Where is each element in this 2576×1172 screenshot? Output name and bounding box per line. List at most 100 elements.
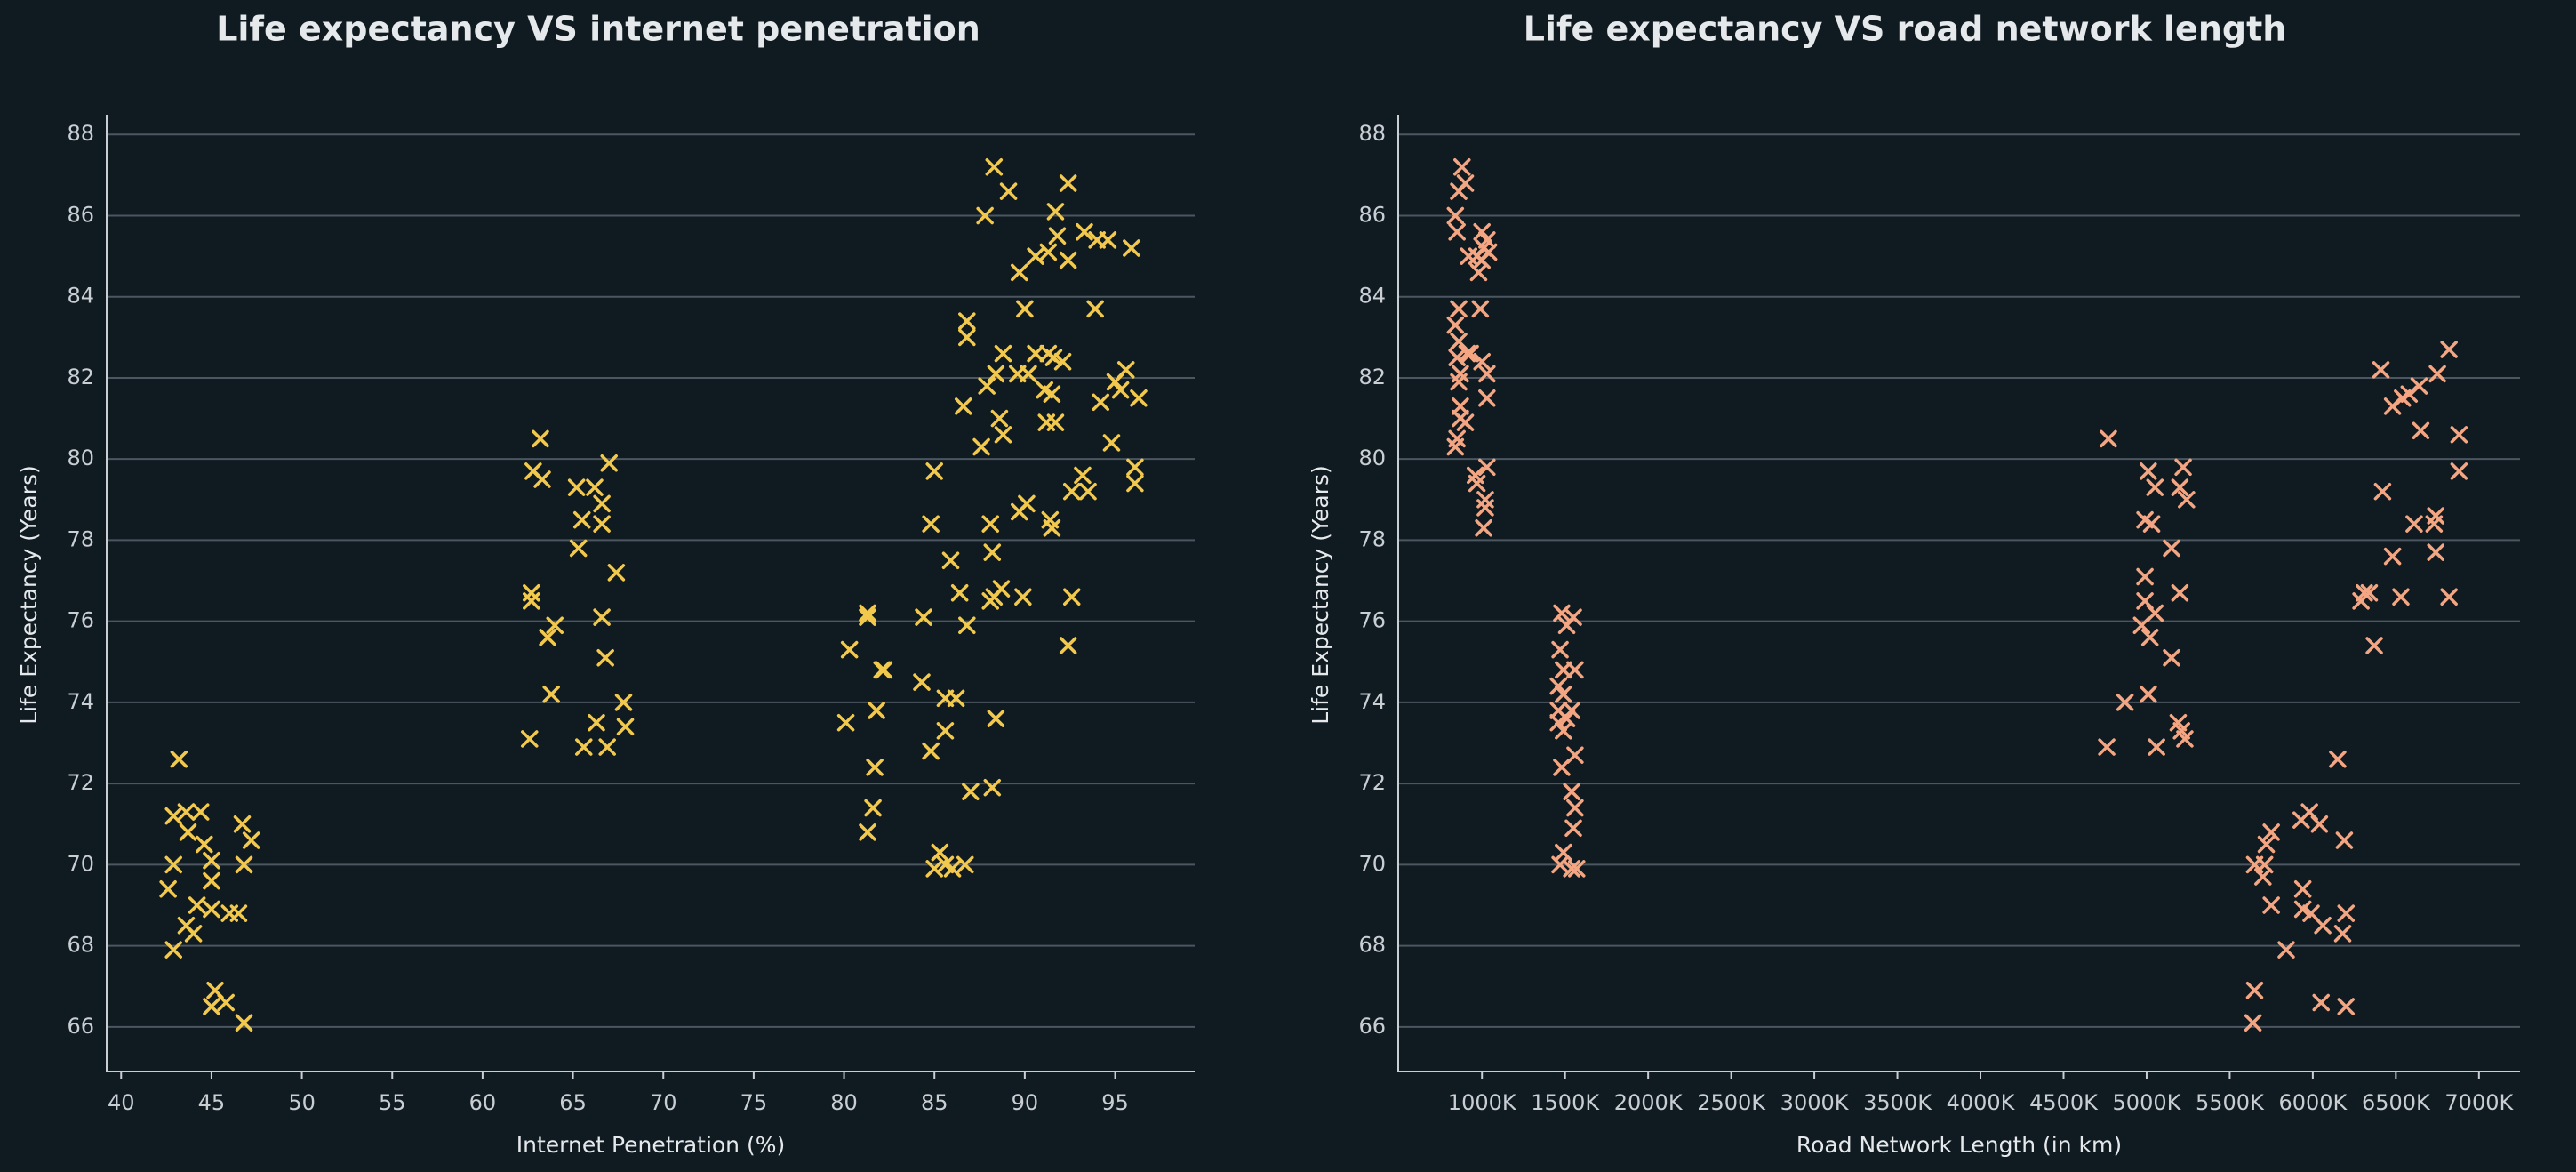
scatter-marker [203,852,220,870]
x-tick-label: 40 [108,1090,135,1115]
scatter-marker [542,686,560,703]
scatter-marker [593,608,611,626]
scatter-marker [2373,482,2392,501]
scatter-marker [1446,316,1465,334]
scatter-marker [159,879,177,898]
scatter-marker [947,689,965,708]
y-tick-label: 72 [1358,770,1386,795]
scatter-marker [983,543,1002,561]
scatter-marker [572,510,591,529]
chart: Life expectancy VS internet penetration 6… [16,10,1195,1158]
scatter-marker [2292,811,2310,829]
scatter-marker [2335,831,2354,849]
y-tick-label: 76 [67,608,94,633]
scatter-marker [1130,389,1148,407]
scatter-marker [2405,515,2423,533]
scatter-marker [1549,713,1567,732]
scatter-marker [2277,941,2295,959]
scatter-marker [1092,393,1110,412]
scatter-marker [1473,352,1491,371]
x-axis-label: Road Network Length (in km) [1796,1132,2122,1158]
scatter-marker [2136,567,2154,586]
x-tick-label: 3500K [1863,1090,1932,1115]
scatter-marker [1452,397,1469,415]
scatter-marker [1102,434,1121,452]
x-tick-label: 45 [198,1090,226,1115]
scatter-marker [539,629,556,646]
x-tick-label: 50 [288,1090,316,1115]
scatter-marker [188,896,206,914]
scatter-marker [1011,502,1028,521]
y-tick-label: 76 [1358,608,1386,633]
scatter-marker [1478,458,1496,477]
y-tick-label: 88 [67,121,94,146]
scatter-marker [2383,397,2402,415]
scatter-marker [1099,231,1117,249]
scatter-marker [985,157,1004,176]
x-tick-label: 60 [469,1090,497,1115]
scatter-marker [1553,604,1571,622]
scatter-marker [994,426,1012,444]
scatter-marker [1551,640,1569,659]
scatter-marker [196,835,213,854]
scatter-marker [2383,547,2402,566]
chart-title: Life expectancy VS internet penetration [216,10,980,49]
scatter-marker [596,648,614,667]
x-tick-label: 7000K [2444,1090,2514,1115]
scatter-marker [2163,648,2180,667]
x-tick-label: 5000K [2113,1090,2182,1115]
scatter-marker [859,823,876,841]
x-tick-label: 1500K [1531,1090,1600,1115]
scatter-marker [1059,637,1077,654]
y-tick-label: 88 [1358,121,1386,146]
scatter-marker [958,312,976,330]
y-tick-label: 66 [1358,1014,1386,1039]
scatter-marker [836,713,855,732]
scatter-marker [2440,341,2458,358]
scatter-marker [2254,868,2272,886]
scatter-marker [2171,583,2189,602]
scatter-marker [1471,300,1490,318]
y-tick-label: 86 [1358,202,1386,227]
scatter-marker [607,564,626,582]
y-tick-label: 84 [1358,284,1386,309]
scatter-marker [859,604,876,622]
scatter-marker [1555,722,1572,740]
x-tick-label: 3000K [1780,1090,1850,1115]
scatter-marker [2174,458,2192,477]
scatter-marker [1461,344,1479,363]
scatter-marker [936,855,955,874]
x-tick-label: 4000K [1947,1090,2016,1115]
scatter-marker [2245,982,2264,999]
scatter-marker [936,722,955,740]
scatter-marker [962,783,980,800]
scatter-marker [229,904,248,922]
scatter-marker [593,494,611,513]
x-tick-label: 1000K [1448,1090,1517,1115]
y-tick-label: 70 [67,851,94,876]
scatter-marker [521,730,539,748]
scatter-marker [976,206,994,225]
x-tick-label: 2000K [1614,1090,1684,1115]
scatter-marker [2428,365,2446,383]
scatter-marker [1555,686,1572,703]
scatter-marker [1014,588,1032,606]
y-tick-label: 72 [67,770,94,795]
scatter-marker [184,925,203,943]
x-tick-label: 55 [379,1090,406,1115]
scatter-marker [999,182,1018,200]
scatter-marker [1053,352,1072,371]
scatter-marker [191,803,210,821]
scatter-marker [1557,616,1576,634]
scatter-marker [2132,616,2151,634]
scatter-marker [235,855,253,874]
y-tick-label: 78 [1358,526,1386,551]
scatter-marker [2450,462,2468,480]
scatter-marker [2262,823,2280,841]
y-tick-label: 68 [67,933,94,958]
scatter-marker [1553,759,1571,776]
scatter-marker [1566,799,1584,817]
scatter-marker [1460,247,1478,265]
scatter-marker [2427,543,2444,561]
